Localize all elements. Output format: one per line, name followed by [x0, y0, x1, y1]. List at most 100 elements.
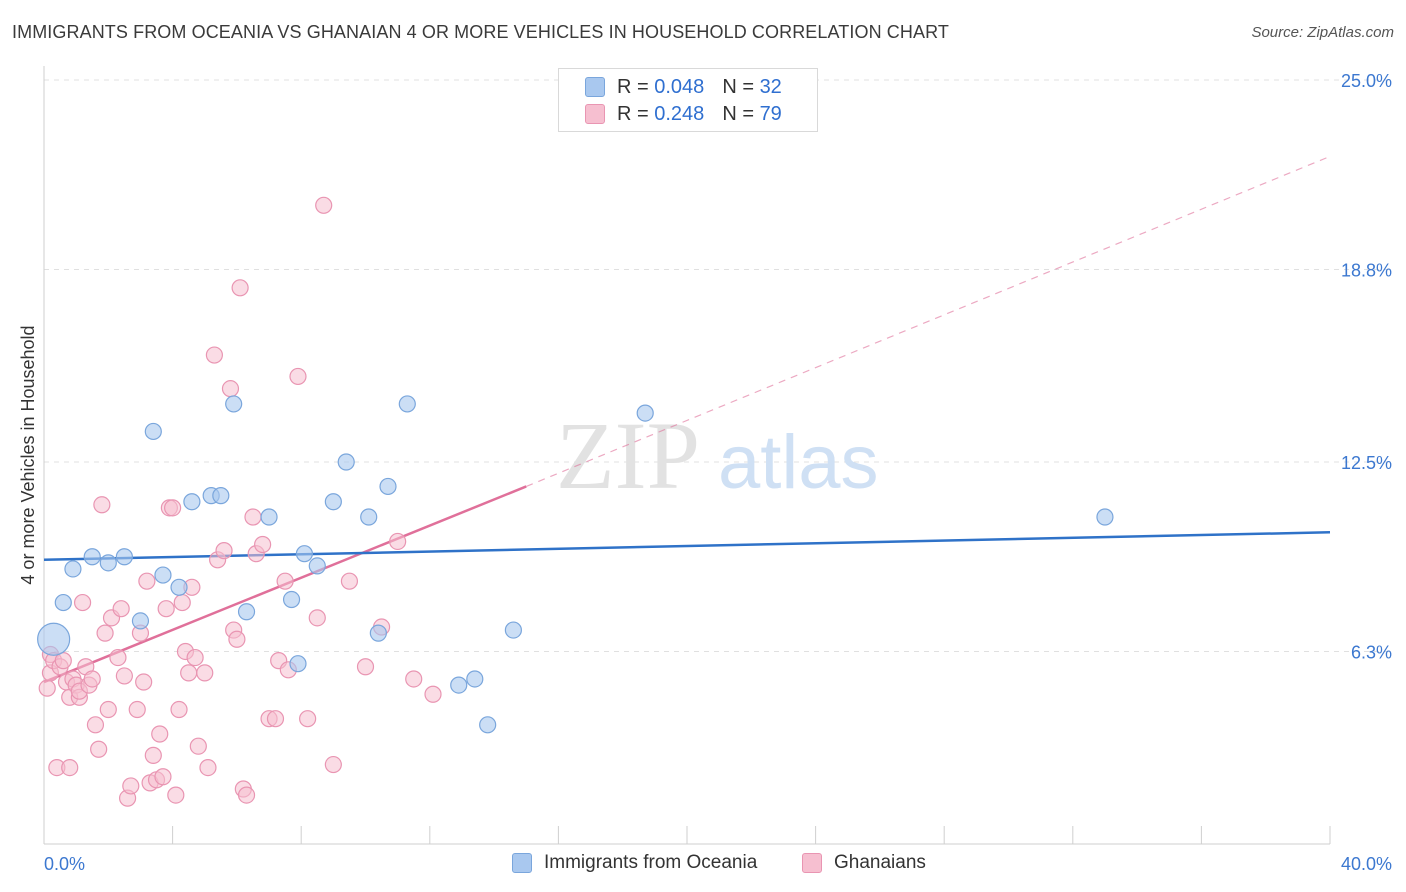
ghanaians-point	[276, 572, 294, 590]
legend-r-label: R =	[617, 75, 649, 98]
ghanaians-point	[157, 600, 175, 618]
legend-n-value: 79	[759, 102, 782, 125]
oceania-point	[154, 566, 172, 584]
oceania-point	[308, 557, 326, 575]
ghanaians-point	[180, 664, 198, 682]
ghanaians-point	[135, 673, 153, 691]
oceania-point	[450, 676, 468, 694]
oceania-point	[504, 621, 522, 639]
ghanaians-point	[90, 740, 108, 758]
chart-title: IMMIGRANTS FROM OCEANIA VS GHANAIAN 4 OR…	[12, 22, 949, 42]
ghanaians-point	[86, 716, 105, 734]
zipatlas-watermark: ZIP atlas	[556, 402, 879, 509]
bottom-legend-oceania: Immigrants from Oceania	[512, 852, 757, 874]
oceania-point	[54, 593, 72, 612]
ghanaians-point	[254, 535, 272, 554]
legend-n-value: 32	[759, 75, 782, 98]
oceania-point	[369, 624, 387, 642]
y-tick-label: 25.0%	[1341, 71, 1392, 91]
oceania-point	[479, 716, 497, 734]
ghanaians-point	[115, 667, 133, 685]
oceania-point	[131, 612, 150, 630]
tick-labels: 6.3% 12.5% 18.8% 25.0% 0.0% 40.0%	[44, 71, 1392, 874]
ghanaians-points	[38, 196, 442, 807]
ghanaians-point	[205, 346, 223, 364]
ghanaians-point	[389, 532, 407, 551]
ghanaians-point	[164, 499, 182, 517]
ghanaians-point	[151, 725, 169, 743]
ghanaians-point	[324, 755, 342, 774]
ghanaians-point	[189, 737, 207, 755]
ghanaians-point	[128, 700, 146, 719]
grid-lines	[44, 79, 1392, 652]
ghanaians-point	[73, 593, 92, 612]
oceania-point	[83, 548, 101, 566]
y-tick-label: 18.8%	[1341, 260, 1392, 280]
oceania-point	[360, 508, 378, 526]
ghanaians-point	[299, 710, 317, 728]
oceania-point	[115, 548, 133, 566]
legend-r-value: 0.248	[654, 102, 705, 125]
oceania-point	[183, 493, 201, 511]
oceania-point	[324, 493, 342, 511]
y-axis-label: 4 or more Vehicles in Household	[18, 325, 38, 584]
oceania-point	[237, 603, 256, 621]
oceania-trend-line	[43, 531, 1331, 562]
legend-r-label: R =	[617, 102, 649, 125]
ghanaians-point	[228, 630, 246, 648]
oceania-point	[636, 404, 654, 422]
oceania-point	[295, 545, 314, 563]
ghanaians-point	[186, 648, 204, 667]
ghanaians-point	[138, 572, 156, 590]
oceania-point	[466, 670, 484, 688]
watermark-zip: ZIP	[556, 402, 700, 509]
ghanaians-point	[144, 746, 162, 764]
oceania-point	[398, 395, 416, 413]
legend-swatch-ghanaians	[585, 104, 605, 124]
bottom-legend-label-ghanaians: Ghanaians	[834, 852, 926, 873]
ghanaians-point	[196, 664, 214, 682]
ghanaians-point	[215, 542, 233, 560]
bottom-legend-label-oceania: Immigrants from Oceania	[544, 852, 758, 873]
legend-r-value: 0.048	[654, 75, 705, 98]
ghanaians-point	[308, 609, 326, 627]
ghanaians-point	[112, 600, 130, 618]
ghanaians-point	[61, 758, 79, 777]
oceania-point	[260, 508, 278, 526]
ghanaians-point	[356, 658, 375, 676]
ghanaians-point	[231, 279, 249, 297]
axes	[43, 66, 1331, 845]
oceania-point	[337, 453, 355, 471]
ghanaians-point	[221, 380, 240, 398]
ghanaians-point	[109, 648, 127, 667]
oceania-point	[1096, 508, 1114, 526]
ghanaians-point	[237, 786, 256, 804]
ghanaians-point	[173, 593, 191, 612]
y-tick-label: 6.3%	[1351, 642, 1392, 662]
y-tick-label: 12.5%	[1341, 453, 1392, 473]
ghanaians-point	[199, 758, 217, 777]
ghanaians-point	[244, 508, 262, 526]
x-tick-label: 40.0%	[1341, 854, 1392, 874]
x-tick-label: 0.0%	[44, 854, 85, 874]
ghanaians-point	[289, 367, 307, 386]
bottom-legend-swatch-oceania	[512, 853, 532, 873]
stats-legend: R = 0.048 N = 32 R = 0.248 N = 79	[558, 68, 818, 132]
ghanaians-point	[266, 710, 285, 728]
legend-n-label: N =	[722, 102, 754, 125]
bottom-legend-swatch-ghanaians	[802, 853, 822, 873]
ghanaians-point	[93, 496, 111, 514]
oceania-point	[282, 590, 301, 609]
oceania-point	[37, 622, 71, 656]
oceania-point	[225, 395, 243, 413]
ghanaians-point	[167, 786, 185, 804]
chart-source: Source: ZipAtlas.com	[1251, 24, 1394, 41]
ghanaians-point	[424, 685, 442, 703]
ghanaians-point	[405, 670, 423, 688]
ghanaians-point	[83, 670, 101, 688]
oceania-point	[289, 655, 307, 673]
ghanaians-point	[154, 768, 172, 786]
oceania-point	[144, 422, 162, 441]
oceania-point	[99, 554, 117, 572]
